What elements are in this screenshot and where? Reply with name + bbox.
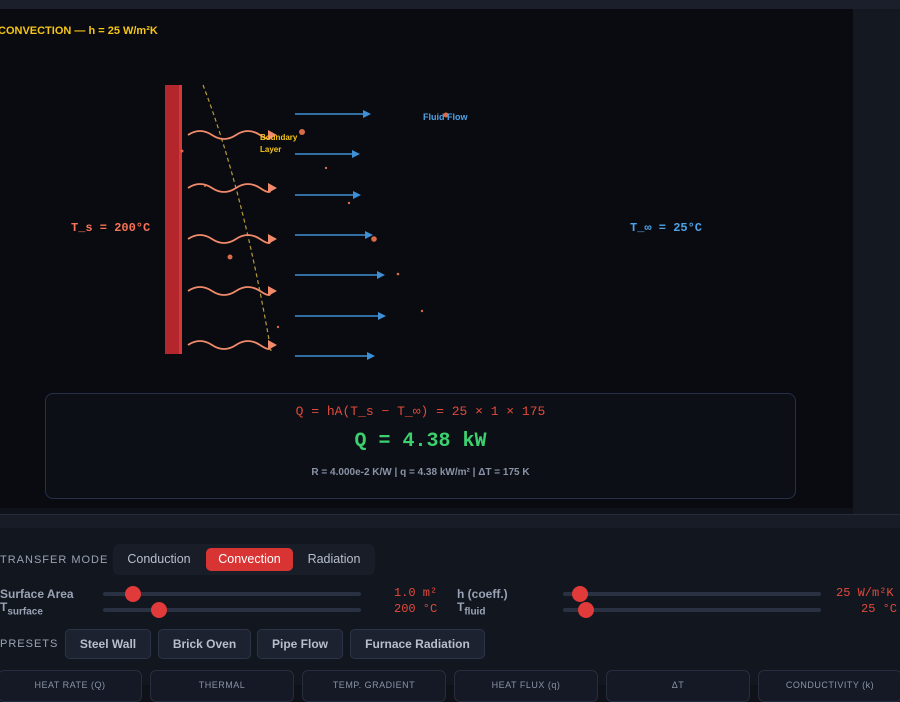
boundary-layer-label: Boundary Layer: [260, 133, 298, 154]
stat-card-delta-t: ΔT: [606, 670, 750, 702]
presets-label: PRESETS: [0, 638, 59, 650]
surface-area-label: Surface Area: [0, 587, 74, 601]
panel-divider[interactable]: [0, 514, 900, 529]
surface-temp-label: T_s = 200°C: [71, 221, 151, 235]
surface-area-track[interactable]: [103, 592, 361, 596]
equation-details: R = 4.000e-2 K/W | q = 4.38 kW/m² | ΔT =…: [311, 467, 530, 478]
h-coeff-track[interactable]: [563, 592, 821, 596]
preset-steel-wall-button[interactable]: Steel Wall: [65, 629, 151, 659]
stat-heat-rate-label: HEAT RATE (Q): [34, 680, 106, 690]
stat-card-temp-gradient: TEMP. GRADIENT: [302, 670, 446, 702]
t-fluid-sub: fluid: [464, 606, 486, 618]
equation-formula: Q = hA(T_s − T_∞) = 25 × 1 × 175: [295, 404, 546, 419]
t-fluid-track[interactable]: [563, 608, 821, 612]
right-panel-edge: [853, 9, 900, 514]
convection-diagram: [165, 84, 449, 360]
stat-card-thermal: THERMAL: [150, 670, 294, 702]
stat-temp-gradient-label: TEMP. GRADIENT: [332, 680, 416, 690]
t-fluid-thumb[interactable]: [578, 602, 594, 618]
mode-conduction-button[interactable]: Conduction: [127, 552, 191, 566]
particles: [180, 112, 449, 329]
fluid-temp-label: T_∞ = 25°C: [630, 221, 703, 235]
t-fluid-symbol: T: [457, 600, 465, 614]
t-surface-value: 200 °C: [394, 602, 438, 616]
t-surface-sub: surface: [7, 606, 43, 618]
t-surface-track[interactable]: [103, 608, 361, 612]
boundary-layer-curve: [202, 84, 272, 352]
stat-heat-flux-label: HEAT FLUX (q): [491, 680, 561, 690]
stat-card-heat-flux: HEAT FLUX (q): [454, 670, 598, 702]
h-coeff-thumb[interactable]: [572, 586, 588, 602]
stat-conductivity-label: CONDUCTIVITY (k): [785, 680, 875, 690]
t-surface-label: Tsurface: [0, 600, 43, 617]
h-coeff-label: h (coeff.): [457, 587, 508, 601]
stat-card-conductivity: CONDUCTIVITY (k): [758, 670, 900, 702]
h-coeff-value: 25 W/m²K: [836, 586, 894, 600]
preset-pipe-flow-button[interactable]: Pipe Flow: [257, 629, 343, 659]
equation-result: Q = 4.38 kW: [354, 430, 487, 453]
stat-thermal-label: THERMAL: [198, 680, 246, 690]
heat-arrows: [187, 130, 272, 350]
mode-convection-button[interactable]: Convection: [206, 548, 293, 571]
stat-card-heat-rate: HEAT RATE (Q): [0, 670, 142, 702]
t-fluid-value: 25 °C: [861, 602, 898, 616]
fluid-flow-arrows: [295, 113, 379, 357]
fluid-flow-label: Fluid Flow: [423, 112, 468, 122]
stat-delta-t-label: ΔT: [671, 680, 685, 690]
surface-area-value: 1.0 m²: [394, 586, 438, 600]
t-fluid-label: Tfluid: [457, 600, 485, 617]
top-bar: [0, 0, 900, 9]
t-surface-thumb[interactable]: [151, 602, 167, 618]
surface-area-thumb[interactable]: [125, 586, 141, 602]
mode-title: CONVECTION — h = 25 W/m²K: [0, 25, 158, 37]
t-surface-symbol: T: [0, 600, 8, 614]
mode-selector: Conduction Convection Radiation: [113, 544, 375, 575]
preset-brick-oven-button[interactable]: Brick Oven: [158, 629, 251, 659]
mode-radiation-button[interactable]: Radiation: [307, 552, 361, 566]
transfer-mode-label: TRANSFER MODE: [0, 554, 109, 566]
preset-furnace-radiation-button[interactable]: Furnace Radiation: [350, 629, 485, 659]
equation-panel: Q = hA(T_s − T_∞) = 25 × 1 × 175 Q = 4.3…: [45, 393, 796, 499]
hot-wall: [165, 85, 181, 354]
